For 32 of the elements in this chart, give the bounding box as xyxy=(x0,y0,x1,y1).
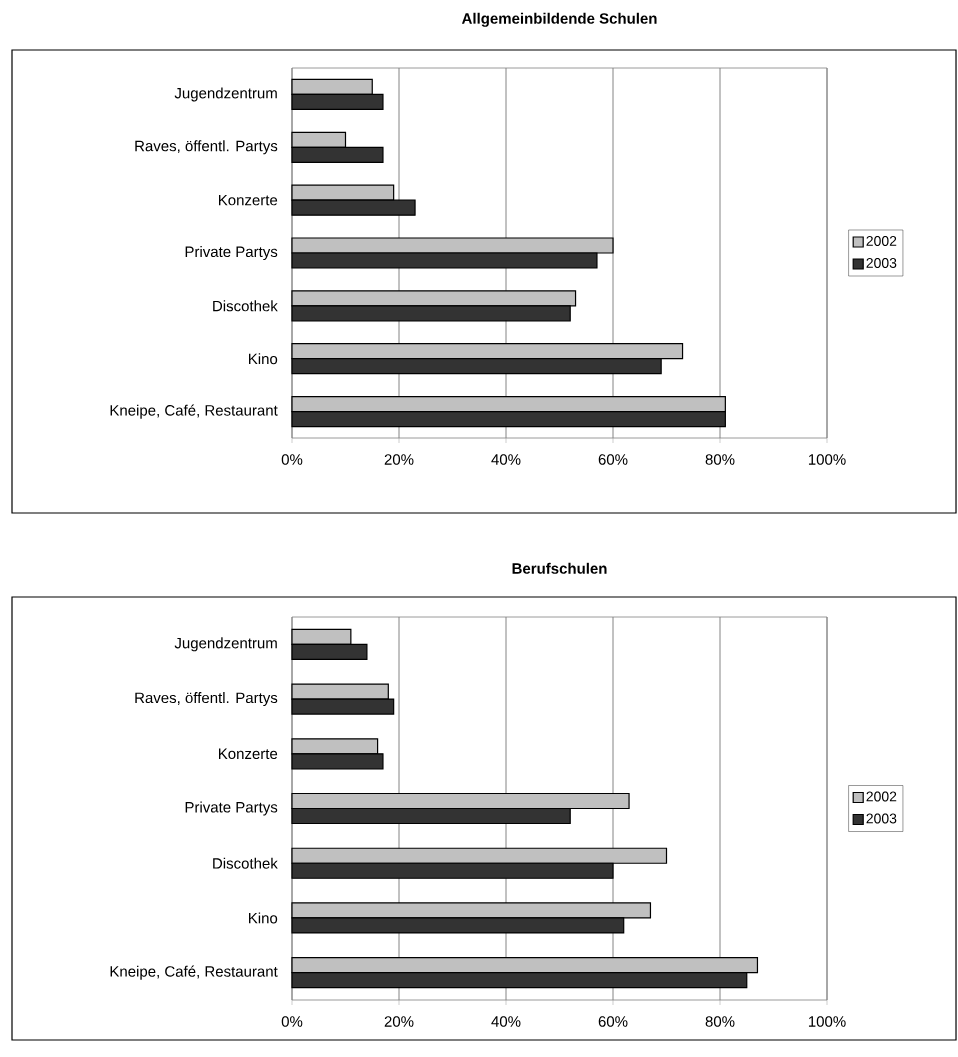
x-tick-label: 20% xyxy=(384,1016,414,1027)
x-tick-label: 60% xyxy=(598,1016,628,1027)
x-tick-label: 20% xyxy=(384,454,414,465)
y-tick-label: Jugendzentrum xyxy=(174,87,277,102)
legend-label: 2002 xyxy=(866,791,897,802)
legend-label: 2002 xyxy=(866,235,897,246)
x-tick-label: 60% xyxy=(598,454,628,465)
x-tick-label: 40% xyxy=(491,1016,521,1027)
y-tick-label: Raves, öffentl. Partys xyxy=(135,140,278,155)
legend-label: 2003 xyxy=(866,813,897,824)
x-tick-label: 80% xyxy=(705,454,735,465)
x-tick-label: 80% xyxy=(705,1016,735,1027)
chart-title: Berufschulen xyxy=(512,562,607,574)
x-tick-label: 0% xyxy=(281,454,303,465)
y-tick-label: Discothek xyxy=(213,857,278,869)
y-tick-label: Jugendzentrum xyxy=(174,637,277,652)
y-tick-label: Kino xyxy=(249,353,278,365)
x-tick-label: 100% xyxy=(808,1016,846,1027)
y-tick-label: Private Partys xyxy=(185,246,278,260)
y-tick-label: Kino xyxy=(249,912,278,924)
chart-title: Allgemeinbildende Schulen xyxy=(461,12,657,27)
x-tick-label: 40% xyxy=(491,454,521,465)
x-tick-label: 100% xyxy=(808,454,846,465)
legend-label: 2003 xyxy=(866,257,897,268)
y-tick-label: Discothek xyxy=(213,300,278,312)
y-tick-label: Raves, öffentl. Partys xyxy=(135,692,278,707)
y-tick-label: Kneipe, Café, Restaurant xyxy=(110,404,278,419)
y-tick-label: Konzerte xyxy=(219,194,278,206)
x-tick-label: 0% xyxy=(281,1016,303,1027)
y-tick-label: Private Partys xyxy=(185,801,278,816)
y-tick-label: Konzerte xyxy=(219,748,278,760)
y-tick-label: Kneipe, Café, Restaurant xyxy=(110,965,278,980)
